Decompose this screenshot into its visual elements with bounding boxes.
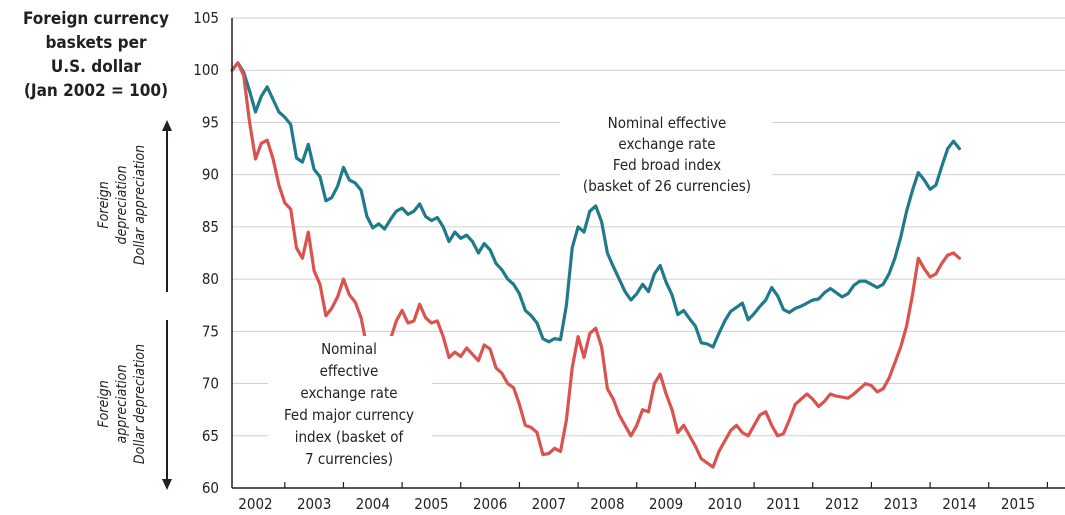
x-tick-label: 2009 (649, 495, 683, 513)
y-tick-label: 105 (193, 9, 219, 27)
broad-label-line-3: Fed broad index (613, 156, 721, 174)
y-tick-label: 75 (202, 322, 219, 340)
major-label-line-4: Fed major currency (284, 406, 414, 424)
major-currency-index-line (230, 61, 961, 469)
broad-label-line-2: exchange rate (618, 135, 715, 153)
upper-side-label-line-2: depreciation (114, 166, 130, 245)
x-tick-label: 2015 (1001, 495, 1035, 513)
x-tick-label: 2004 (356, 495, 390, 513)
y-axis-title-line-1: Foreign currency (23, 9, 169, 29)
y-tick-label: 65 (202, 427, 219, 445)
x-tick-label: 2014 (942, 495, 976, 513)
lower-side-label-line-3: Dollar depreciation (132, 344, 148, 464)
x-tick-label: 2006 (473, 495, 507, 513)
broad-index-annotation: Nominal effective exchange rate Fed broa… (560, 112, 772, 200)
major-index-annotation: Nominal effective exchange rate Fed majo… (268, 336, 432, 472)
upper-side-label-line-3: Dollar appreciation (132, 145, 148, 265)
y-tick-label: 85 (202, 218, 219, 236)
upper-side-label: Foreign depreciation Dollar appreciation (96, 145, 148, 265)
lower-side-arrow (162, 320, 172, 490)
y-tick-labels: 60 65 70 75 80 85 90 95 100 105 (193, 9, 219, 497)
major-label-line-3: exchange rate (300, 384, 397, 402)
x-tick-label: 2008 (590, 495, 624, 513)
x-tick-label: 2003 (297, 495, 331, 513)
broad-index-line (230, 61, 961, 349)
x-tick-label: 2007 (532, 495, 566, 513)
y-tick-label: 60 (202, 479, 219, 497)
upper-side-arrow (162, 120, 172, 292)
y-axis-title-line-3: U.S. dollar (51, 57, 142, 77)
y-tick-label: 80 (202, 270, 219, 288)
major-label-line-1: Nominal (321, 340, 377, 358)
lower-side-label-line-2: appreciation (114, 365, 130, 444)
x-tick-label: 2011 (766, 495, 800, 513)
y-tick-label: 95 (202, 113, 219, 131)
series-lines (230, 61, 961, 469)
broad-label-line-4: (basket of 26 currencies) (583, 177, 751, 195)
y-tick-label: 90 (202, 166, 219, 184)
broad-label-line-1: Nominal effective (608, 114, 727, 132)
major-label-line-2: effective (320, 362, 379, 380)
lower-side-label: Foreign appreciation Dollar depreciation (96, 344, 148, 464)
y-tick-label: 70 (202, 375, 219, 393)
upper-side-label-line-1: Foreign (96, 181, 112, 228)
lower-side-label-line-1: Foreign (96, 380, 112, 427)
x-tick-label: 2012 (825, 495, 859, 513)
y-tick-label: 100 (193, 61, 219, 79)
x-tick-label: 2013 (884, 495, 918, 513)
x-tick-labels: 2002 2003 2004 2005 2006 2007 2008 2009 2010 2011… (238, 482, 1049, 513)
x-tick-label: 2005 (414, 495, 448, 513)
major-label-line-6: 7 currencies) (305, 450, 393, 468)
y-axis-title-line-2: baskets per (45, 33, 147, 53)
x-tick-label: 2002 (238, 495, 272, 513)
major-label-line-5: index (basket of (295, 428, 405, 446)
y-axis-title-line-4: (Jan 2002 = 100) (24, 81, 168, 101)
x-tick-label: 2010 (708, 495, 742, 513)
